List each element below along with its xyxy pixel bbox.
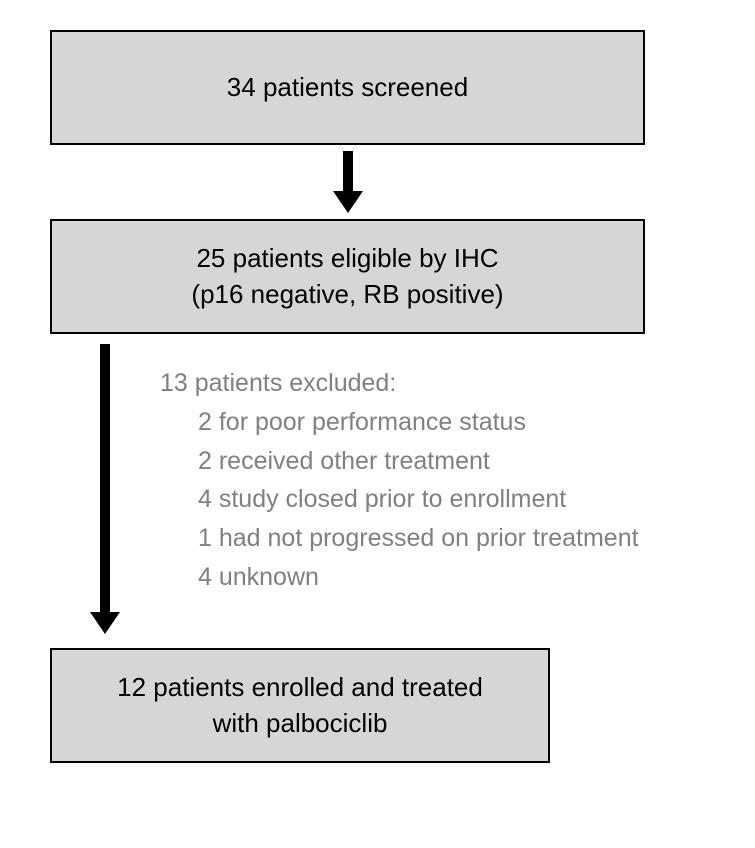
flow-box-eligible-line-1: (p16 negative, RB positive): [191, 277, 503, 312]
flow-exclusion-item: 2 for poor performance status: [160, 403, 639, 442]
flow-arrow-short: [50, 151, 645, 213]
flow-box-screened-line-0: 34 patients screened: [227, 70, 468, 105]
flow-box-screened: 34 patients screened: [50, 30, 645, 145]
flow-exclusion-item: 4 study closed prior to enrollment: [160, 480, 639, 519]
arrow-down-long-icon: [90, 344, 120, 634]
flow-box-enrolled-line-1: with palbociclib: [213, 706, 388, 741]
flow-box-enrolled-line-0: 12 patients enrolled and treated: [117, 670, 483, 705]
flow-box-eligible: 25 patients eligible by IHC (p16 negativ…: [50, 219, 645, 334]
flow-exclusions: 13 patients excluded: 2 for poor perform…: [160, 364, 639, 597]
flow-exclusion-item: 1 had not progressed on prior treatment: [160, 519, 639, 558]
flow-exclusions-header: 13 patients excluded:: [160, 364, 639, 403]
flow-exclusion-item: 2 received other treatment: [160, 442, 639, 481]
flow-exclusion-section: 13 patients excluded: 2 for poor perform…: [50, 338, 645, 648]
flow-box-enrolled: 12 patients enrolled and treated with pa…: [50, 648, 550, 763]
flow-box-eligible-line-0: 25 patients eligible by IHC: [196, 241, 498, 276]
flow-exclusion-item: 4 unknown: [160, 558, 639, 597]
arrow-down-icon: [333, 151, 363, 213]
